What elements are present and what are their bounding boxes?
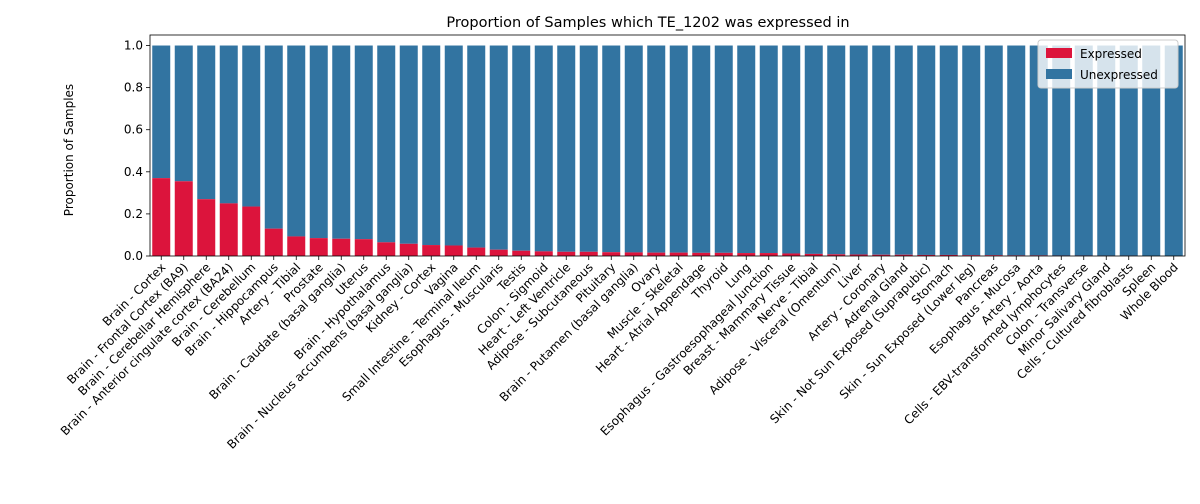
bar-unexpressed (557, 46, 575, 252)
bar-expressed (647, 253, 665, 256)
bar-expressed (265, 229, 283, 256)
bar-unexpressed (422, 46, 440, 246)
bar-unexpressed (715, 46, 733, 253)
bar-expressed (332, 239, 350, 256)
bar-expressed (625, 252, 643, 256)
bar-unexpressed (647, 46, 665, 253)
bar-unexpressed (782, 46, 800, 254)
bar-expressed (692, 253, 710, 256)
bar-expressed (310, 238, 328, 256)
bar-expressed (737, 253, 755, 256)
y-tick-label: 0.2 (124, 207, 143, 221)
bar-unexpressed (512, 46, 530, 251)
bar-unexpressed (625, 46, 643, 253)
y-axis-label: Proportion of Samples (62, 84, 76, 216)
bar-unexpressed (175, 46, 193, 182)
bar-unexpressed (310, 46, 328, 239)
bar-expressed (512, 251, 530, 256)
bar-unexpressed (827, 46, 845, 255)
bar-unexpressed (962, 46, 980, 256)
chart-title: Proportion of Samples which TE_1202 was … (446, 15, 849, 31)
bar-unexpressed (445, 46, 463, 246)
bar-unexpressed (265, 46, 283, 229)
y-tick-label: 1.0 (124, 39, 143, 53)
bar-expressed (580, 252, 598, 256)
bar-expressed (760, 253, 778, 256)
bar-expressed (152, 178, 170, 256)
bar-unexpressed (287, 46, 305, 237)
bar-expressed (715, 253, 733, 256)
legend-label: Expressed (1080, 47, 1142, 61)
bar-expressed (220, 203, 238, 256)
y-tick-label: 0.4 (124, 165, 143, 179)
bar-expressed (422, 245, 440, 256)
bar-expressed (197, 199, 215, 256)
bar-unexpressed (850, 46, 868, 255)
bar-unexpressed (152, 46, 170, 179)
bar-unexpressed (197, 46, 215, 200)
y-tick-label: 0.6 (124, 123, 143, 137)
bar-unexpressed (670, 46, 688, 253)
bar-unexpressed (490, 46, 508, 250)
bar-unexpressed (760, 46, 778, 254)
bar-unexpressed (355, 46, 373, 240)
bar-unexpressed (1007, 46, 1025, 256)
bar-unexpressed (692, 46, 710, 253)
bar-expressed (287, 236, 305, 256)
legend-swatch (1046, 69, 1072, 79)
bar-unexpressed (242, 46, 260, 207)
legend-swatch (1046, 48, 1072, 58)
bar-unexpressed (917, 46, 935, 255)
bar-expressed (242, 207, 260, 256)
bar-unexpressed (872, 46, 890, 255)
bar-unexpressed (737, 46, 755, 254)
bar-unexpressed (940, 46, 958, 255)
legend-label: Unexpressed (1080, 68, 1158, 82)
bar-expressed (490, 250, 508, 256)
y-tick-label: 0.0 (124, 249, 143, 263)
bar-expressed (175, 181, 193, 256)
bar-unexpressed (220, 46, 238, 204)
bar-unexpressed (332, 46, 350, 239)
bar-expressed (557, 252, 575, 256)
bar-unexpressed (805, 46, 823, 254)
bar-unexpressed (580, 46, 598, 252)
bar-unexpressed (985, 46, 1003, 256)
bar-expressed (445, 245, 463, 256)
bar-unexpressed (377, 46, 395, 243)
bar-unexpressed (400, 46, 418, 244)
bar-expressed (670, 253, 688, 256)
bar-unexpressed (467, 46, 485, 248)
bar-unexpressed (535, 46, 553, 252)
bar-unexpressed (602, 46, 620, 253)
legend: Expressed Unexpressed (1038, 40, 1178, 88)
bar-unexpressed (895, 46, 913, 255)
bar-expressed (355, 239, 373, 256)
bar-expressed (535, 251, 553, 256)
bar-expressed (467, 248, 485, 256)
bar-expressed (400, 244, 418, 256)
bar-expressed (377, 242, 395, 256)
y-tick-label: 0.8 (124, 81, 143, 95)
bar-expressed (602, 252, 620, 256)
